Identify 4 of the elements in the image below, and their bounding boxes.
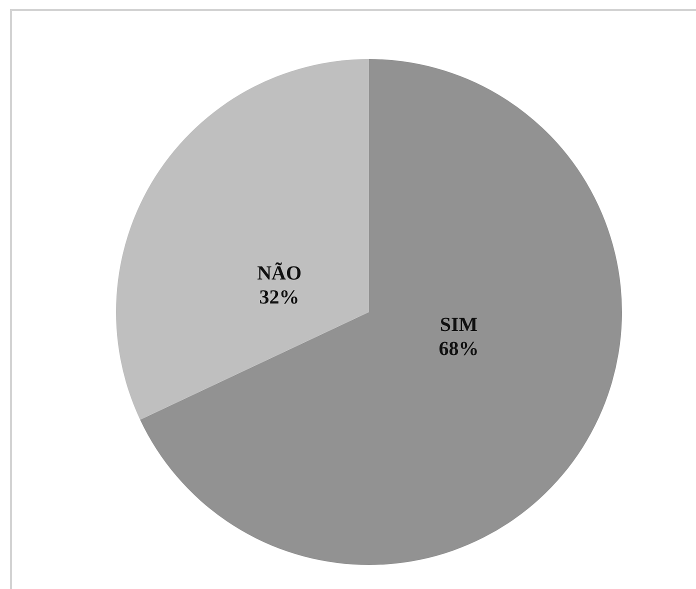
data-label: 32% xyxy=(259,286,300,309)
slice-label: SIM xyxy=(440,314,478,336)
slice-label: NÃO xyxy=(257,262,302,285)
data-label: 68% xyxy=(438,338,479,360)
